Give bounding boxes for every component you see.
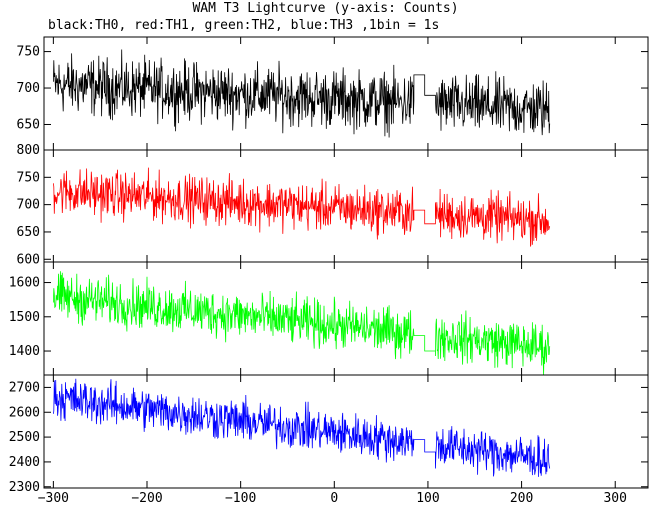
y-tick-label: 750 bbox=[17, 170, 40, 185]
y-tick-label: 2300 bbox=[9, 480, 40, 495]
y-tick-label: 2400 bbox=[9, 455, 40, 470]
y-tick-label: 1400 bbox=[9, 344, 40, 359]
chart-subtitle: black:TH0, red:TH1, green:TH2, blue:TH3 … bbox=[48, 18, 440, 33]
x-tick-label: −100 bbox=[225, 491, 256, 505]
y-tick-label: 2600 bbox=[9, 405, 40, 420]
x-tick-label: 0 bbox=[330, 491, 338, 505]
y-tick-label: 2700 bbox=[9, 380, 40, 395]
y-tick-label: 750 bbox=[17, 45, 40, 60]
x-tick-label: −300 bbox=[38, 491, 69, 505]
y-tick-label: 2500 bbox=[9, 430, 40, 445]
x-tick-label: 200 bbox=[510, 491, 533, 505]
y-tick-label: 1500 bbox=[9, 310, 40, 325]
panel-frame-th3 bbox=[43, 374, 649, 489]
series-line-th3 bbox=[53, 378, 551, 477]
y-tick-label: 650 bbox=[17, 117, 40, 132]
y-tick-label: 700 bbox=[17, 198, 40, 213]
series-line-th0 bbox=[53, 49, 551, 138]
y-tick-label: 800 bbox=[17, 143, 40, 158]
y-tick-label: 650 bbox=[17, 225, 40, 240]
series-line-th1 bbox=[53, 167, 551, 247]
y-tick-label: 1600 bbox=[9, 276, 40, 291]
x-tick-label: 100 bbox=[416, 491, 439, 505]
chart-title: WAM T3 Lightcurve (y-axis: Counts) bbox=[192, 1, 459, 16]
y-tick-label: 700 bbox=[17, 81, 40, 96]
x-tick-label: 300 bbox=[603, 491, 626, 505]
series-line-th2 bbox=[53, 271, 551, 375]
x-tick-label: −200 bbox=[131, 491, 162, 505]
y-tick-label: 600 bbox=[17, 252, 40, 267]
